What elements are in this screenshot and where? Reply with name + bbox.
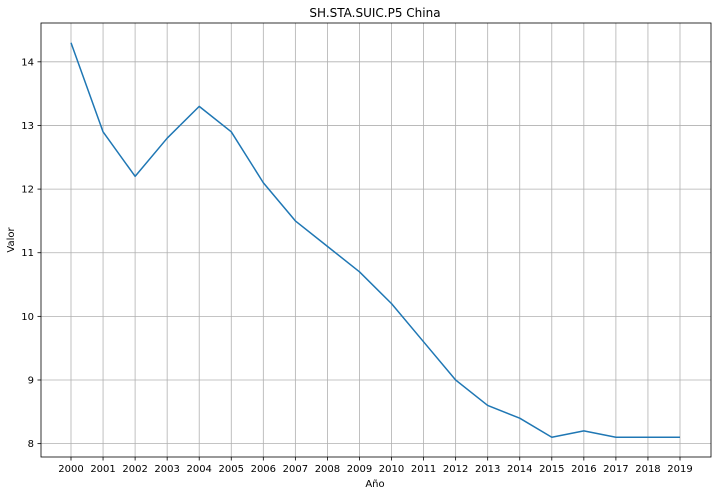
x-tick-label: 2013 xyxy=(475,464,500,475)
grid xyxy=(41,23,711,457)
tick-layer: 2000 2001 2002 2003 2004 2005 2006 2007 2008 2009… xyxy=(21,57,692,475)
x-tick-label: 2002 xyxy=(122,464,147,475)
plot-frame xyxy=(40,22,712,458)
x-tick-label: 2004 xyxy=(186,464,211,475)
y-tick-label: 9 xyxy=(28,376,34,387)
x-tick-label: 2019 xyxy=(667,464,692,475)
x-tick-label: 2000 xyxy=(58,464,83,475)
x-tick-label: 2014 xyxy=(507,464,532,475)
x-tick-label: 2012 xyxy=(443,464,468,475)
y-tick-label: 12 xyxy=(21,185,34,196)
x-tick-label: 2010 xyxy=(379,464,404,475)
series-line xyxy=(70,42,680,439)
y-axis-label: Valor xyxy=(6,227,17,253)
x-tick-label: 2006 xyxy=(251,464,276,475)
x-tick-label: 2018 xyxy=(635,464,660,475)
y-tick-label: 10 xyxy=(21,312,34,323)
x-tick-label: 2008 xyxy=(315,464,340,475)
series-layer xyxy=(70,42,680,439)
x-tick-label: 2009 xyxy=(347,464,372,475)
x-tick-label: 2005 xyxy=(219,464,244,475)
x-tick-label: 2001 xyxy=(90,464,115,475)
y-tick-label: 13 xyxy=(21,121,34,132)
x-tick-label: 2016 xyxy=(571,464,596,475)
chart-title: SH.STA.SUIC.P5 China xyxy=(309,6,440,20)
x-tick-label: 2007 xyxy=(283,464,308,475)
x-tick-label: 2017 xyxy=(603,464,628,475)
x-tick-label: 2011 xyxy=(411,464,436,475)
y-tick-label: 14 xyxy=(21,57,34,68)
y-tick-label: 11 xyxy=(21,248,34,259)
x-tick-label: 2003 xyxy=(154,464,179,475)
x-axis-label: Año xyxy=(365,479,384,490)
y-tick-label: 8 xyxy=(28,439,34,450)
x-tick-label: 2015 xyxy=(539,464,564,475)
